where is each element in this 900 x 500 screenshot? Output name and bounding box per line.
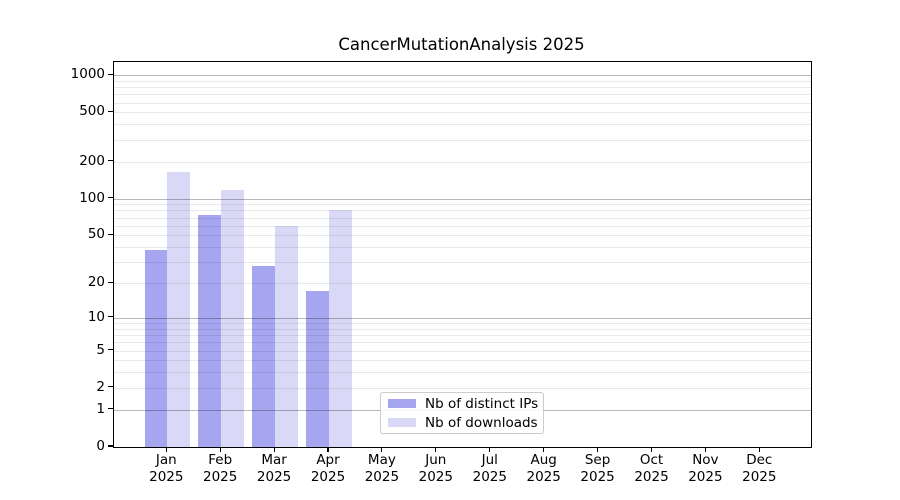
gridline-minor	[114, 328, 811, 330]
y-tick-mark	[108, 73, 113, 75]
legend-item-distinct-ips: Nb of distinct IPs	[388, 395, 539, 412]
gridline-minor	[114, 387, 811, 389]
y-tick-label: 10	[87, 308, 105, 325]
x-tick-label: Oct 2025	[634, 452, 669, 485]
x-tick-label: Sep 2025	[580, 452, 615, 485]
x-tick-mark	[650, 447, 653, 453]
gridline-minor	[114, 80, 811, 82]
x-tick-label: Dec 2025	[742, 452, 777, 485]
legend-swatch-distinct-ips	[388, 398, 416, 409]
gridline-minor	[114, 161, 811, 163]
x-tick-label: Jan 2025	[149, 452, 184, 485]
x-tick-label: Nov 2025	[688, 452, 723, 485]
y-tick-mark	[108, 159, 113, 162]
bar-distinct-ips	[144, 249, 168, 447]
legend-label-downloads: Nb of downloads	[425, 414, 538, 431]
y-tick-label: 1	[96, 400, 105, 417]
bar-distinct-ips	[306, 291, 329, 447]
x-tick-mark	[327, 447, 329, 453]
x-tick-mark	[758, 447, 760, 453]
y-tick-mark	[108, 445, 113, 447]
chart-title: CancerMutationAnalysis 2025	[338, 35, 585, 54]
bar-downloads	[221, 190, 244, 447]
x-tick-mark	[381, 447, 383, 453]
x-tick-mark	[597, 447, 599, 453]
x-tick-label: Mar 2025	[256, 452, 292, 485]
y-tick-mark	[108, 408, 113, 410]
gridline-minor	[114, 94, 811, 96]
y-tick-mark	[108, 348, 113, 351]
x-tick-mark	[165, 447, 167, 453]
y-tick-label: 50	[87, 226, 105, 243]
y-tick-mark	[108, 316, 113, 318]
x-tick-label: Aug 2025	[526, 452, 561, 485]
bar-downloads	[167, 171, 191, 447]
bar-downloads	[329, 210, 352, 447]
y-tick-mark	[108, 110, 113, 112]
gridline-minor	[114, 283, 811, 285]
gridline-minor	[114, 323, 811, 324]
x-tick-mark	[489, 447, 491, 453]
gridline-minor	[114, 360, 811, 362]
legend-label-distinct-ips: Nb of distinct IPs	[425, 395, 539, 412]
y-tick-label: 0	[96, 438, 105, 454]
gridline-minor	[114, 335, 811, 337]
gridline-minor	[114, 225, 811, 227]
plot-area: Nb of distinct IPs Nb of downloads	[113, 61, 812, 448]
x-tick-label: Jul 2025	[472, 452, 507, 485]
x-tick-label: Apr 2025	[310, 452, 346, 485]
gridline-minor	[114, 124, 811, 126]
gridline-major	[114, 317, 811, 319]
legend: Nb of distinct IPs Nb of downloads	[380, 392, 544, 434]
x-tick-mark	[273, 447, 275, 453]
gridline-minor	[114, 350, 811, 352]
y-tick-label: 5	[96, 341, 105, 358]
bar-distinct-ips	[252, 265, 276, 447]
gridline-minor	[114, 204, 811, 206]
y-tick-label: 2	[96, 378, 105, 395]
x-tick-label: Jun 2025	[418, 452, 453, 485]
gridline-minor	[114, 139, 811, 141]
y-tick-label: 100	[79, 189, 105, 206]
gridline-major	[114, 75, 811, 77]
y-tick-label: 20	[87, 274, 105, 291]
x-tick-mark	[704, 447, 706, 453]
y-tick-mark	[108, 196, 113, 199]
legend-item-downloads: Nb of downloads	[388, 414, 538, 431]
gridline-minor	[114, 247, 811, 249]
x-tick-label: Feb 2025	[203, 452, 238, 485]
bar-distinct-ips	[198, 214, 222, 447]
gridline-major	[114, 198, 811, 200]
x-tick-mark	[219, 447, 221, 453]
gridline-minor	[114, 217, 811, 219]
y-tick-mark	[108, 281, 113, 283]
gridline-minor	[114, 342, 811, 344]
x-tick-mark	[543, 447, 545, 453]
y-tick-mark	[108, 386, 113, 388]
y-tick-label: 1000	[70, 66, 105, 83]
gridline-minor	[114, 210, 811, 212]
gridline-minor	[114, 112, 811, 114]
gridline-minor	[114, 262, 811, 264]
y-tick-label: 500	[79, 103, 105, 120]
y-tick-mark	[108, 233, 113, 235]
gridline-minor	[114, 87, 811, 89]
legend-swatch-downloads	[388, 417, 416, 428]
x-tick-mark	[435, 447, 437, 453]
gridline-minor	[114, 235, 811, 237]
x-tick-label: May 2025	[364, 452, 400, 485]
gridline-minor	[114, 372, 811, 374]
y-tick-label: 200	[79, 152, 105, 169]
gridline-minor	[114, 102, 811, 104]
bar-downloads	[275, 225, 298, 447]
